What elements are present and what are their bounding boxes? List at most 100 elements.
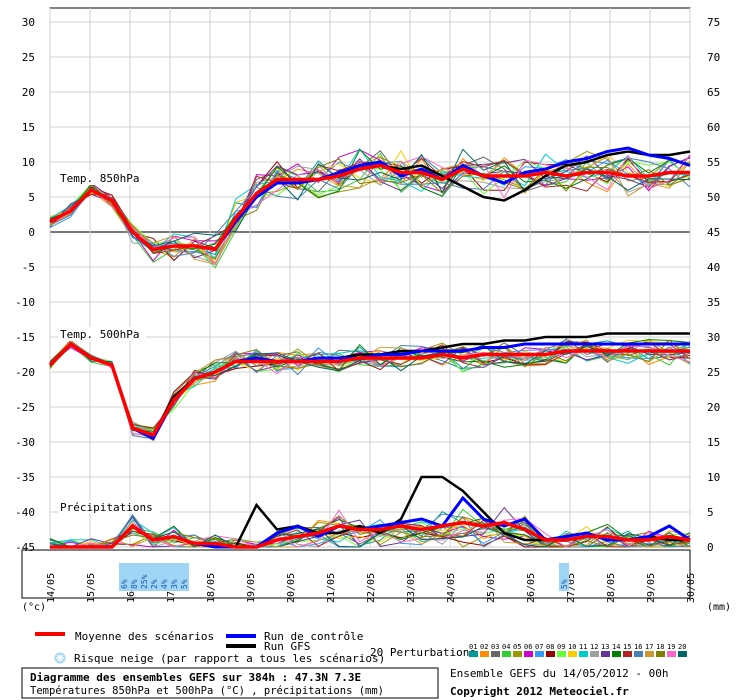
perturbation-number: 04: [502, 643, 510, 651]
right-tick-label: 25: [707, 366, 720, 379]
perturbation-swatch: [678, 651, 687, 657]
right-tick-label: 15: [707, 436, 720, 449]
x-tick-label: 29/05: [646, 573, 657, 603]
x-tick-label: 22/05: [366, 573, 377, 603]
perturbation-number: 17: [645, 643, 653, 651]
snowflake-icon: [54, 652, 66, 664]
snow-risk-label: 5%: [560, 579, 569, 589]
snow-risk-label: 4%: [160, 579, 169, 589]
x-tick-label: 26/05: [526, 573, 537, 603]
perturbation-swatch: [491, 651, 500, 657]
perturbation-swatch: [656, 651, 665, 657]
perturbation-line-850: [49, 156, 691, 265]
perturbation-line-precip: [49, 524, 691, 548]
right-tick-label: 5: [707, 506, 714, 519]
left-tick-label: 5: [28, 191, 35, 204]
left-tick-label: 10: [22, 156, 35, 169]
right-tick-label: 20: [707, 401, 720, 414]
left-tick-label: -25: [15, 401, 35, 414]
perturbation-swatch: [502, 651, 511, 657]
mean-line-precip: [50, 520, 691, 549]
label-precip: Précipitations: [60, 501, 153, 514]
left-tick-label: -5: [22, 261, 35, 274]
left-tick-label: 0: [28, 226, 35, 239]
left-tick-label: -10: [15, 296, 35, 309]
perturbation-line-850: [49, 148, 691, 247]
perturbation-number: 01: [469, 643, 477, 651]
perturbation-swatch: [568, 651, 577, 657]
left-tick-label: 20: [22, 86, 35, 99]
perturbation-swatch: [535, 651, 544, 657]
perturbation-swatch: [634, 651, 643, 657]
legend: Moyenne des scénarios Run de contrôle Ru…: [35, 630, 687, 665]
perturbation-number: 18: [656, 643, 664, 651]
perturbation-swatch: [579, 651, 588, 657]
right-tick-label: 40: [707, 261, 720, 274]
snow-risk-bar: [129, 563, 139, 591]
snow-risk-bar: [119, 563, 129, 591]
perturbation-number: 07: [535, 643, 543, 651]
x-tick-label: 25/05: [486, 573, 497, 603]
perturbation-swatches: 01 02 03 04 05 06 07 08 09 10 11 12 13 14 15 16 17 18 19 20: [469, 643, 687, 657]
perturbation-swatch: [612, 651, 621, 657]
perturbation-number: 19: [667, 643, 675, 651]
left-tick-label: -35: [15, 471, 35, 484]
right-tick-label: 10: [707, 471, 720, 484]
snow-risk-label: 2%: [150, 579, 159, 589]
right-tick-label: 45: [707, 226, 720, 239]
perturbation-number: 20: [678, 643, 686, 651]
label-850: Temp. 850hPa: [60, 172, 139, 185]
snow-risk-label: 3%: [170, 579, 179, 589]
x-tick-label: 24/05: [446, 573, 457, 603]
left-tick-label: 15: [22, 121, 35, 134]
x-tick-label: 30/05: [686, 573, 697, 603]
snow-legend-label: Risque neige (par rapport a tous les scé…: [74, 652, 385, 665]
snow-risk-bar: [159, 563, 169, 591]
snow-risk-bar: [169, 563, 179, 591]
x-tick-label: 15/05: [86, 573, 97, 603]
control-legend-label: Run de contrôle: [264, 630, 363, 643]
perturbation-number: 10: [568, 643, 576, 651]
snow-risk-bar: [139, 563, 149, 591]
right-tick-label: 35: [707, 296, 720, 309]
perturbation-number: 06: [524, 643, 532, 651]
snow-risk-bar: [179, 563, 189, 591]
label-850-bg: [58, 171, 146, 185]
perturbation-line-850: [49, 154, 691, 266]
snow-risk-bar: [559, 563, 569, 591]
x-tick-label: 14/05: [46, 573, 57, 603]
perturbation-swatch: [557, 651, 566, 657]
perturbation-swatch: [480, 651, 489, 657]
mean-line-500: [48, 341, 690, 438]
perturbation-line-precip: [49, 521, 691, 548]
footer: Diagramme des ensembles GEFS sur 384h : …: [21, 667, 669, 699]
perturbation-number: 11: [579, 643, 587, 651]
left-tick-label: -45: [15, 541, 35, 554]
right-tick-label: 70: [707, 51, 720, 64]
perturbation-number: 08: [546, 643, 554, 651]
perturbation-swatch: [645, 651, 654, 657]
mean-legend-label: Moyenne des scénarios: [75, 630, 214, 643]
snow-risk-label: 6%: [120, 579, 129, 589]
footer-run: Ensemble GEFS du 14/05/2012 - 00h: [450, 667, 669, 680]
perturbation-swatch: [590, 651, 599, 657]
right-tick-label: 60: [707, 121, 720, 134]
x-tick-label: 23/05: [406, 573, 417, 603]
left-tick-label: 30: [22, 16, 35, 29]
right-tick-label: 75: [707, 16, 720, 29]
footer-title-box: [21, 667, 439, 699]
right-tick-label: 55: [707, 156, 720, 169]
right-tick-label: 0: [707, 541, 714, 554]
perturbation-number: 15: [623, 643, 631, 651]
perturbation-line-850: [49, 148, 691, 254]
perturbation-swatch: [667, 651, 676, 657]
perturbation-swatch: [546, 651, 555, 657]
perturbations-legend-label: 20 Perturbations: [370, 646, 476, 659]
right-axis-unit: (mm): [707, 602, 731, 613]
x-tick-label: 18/05: [206, 573, 217, 603]
perturbation-number: 02: [480, 643, 488, 651]
right-tick-label: 65: [707, 86, 720, 99]
perturbation-number: 03: [491, 643, 499, 651]
left-tick-label: -40: [15, 506, 35, 519]
